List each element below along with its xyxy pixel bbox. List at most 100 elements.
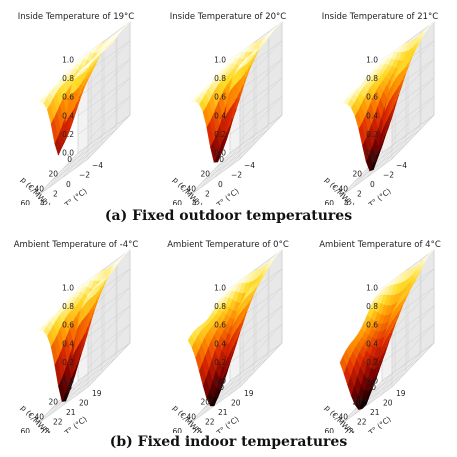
- y-axis-label: T° (°C): [366, 414, 393, 433]
- y-tick-label: 4: [344, 199, 349, 205]
- z-tick-label: 0.8: [62, 302, 74, 311]
- y-tick-label: 20: [79, 399, 89, 408]
- x-tick-label: 40: [186, 412, 196, 421]
- z-tick-label: 0.4: [214, 111, 226, 120]
- y-tick-label: 4: [40, 199, 45, 205]
- surface-patch: [187, 335, 195, 348]
- surface: [187, 249, 283, 407]
- y-gridline: [226, 259, 270, 397]
- y-gridline: [61, 269, 105, 407]
- z-tick-label: 0.0: [214, 377, 226, 386]
- surface-plot-6: Ambient Temperature of 4°C 0.0 0.2 0.4 0.6 0.…: [319, 240, 441, 433]
- z-tick-label: 0.4: [62, 339, 74, 348]
- z-tick-label: 1.0: [366, 56, 378, 65]
- y-tick-label: −4: [92, 161, 103, 170]
- x-tick-label: 20: [48, 398, 58, 407]
- surface-patch: [187, 97, 195, 105]
- y-tick-label: 19: [244, 389, 254, 398]
- z-tick-label: 0.0: [214, 149, 226, 158]
- y-tick-label: 21: [370, 408, 380, 417]
- z-tick-label: 0.0: [62, 149, 74, 158]
- x-tick-label: 60: [324, 427, 334, 433]
- y-tick-label: 4: [192, 199, 197, 205]
- z-tick-label: 0.2: [214, 130, 226, 139]
- surface-plot-2: Inside Temperature of 20°C 0.0 0.2 0.4 0.6 0.…: [170, 12, 287, 205]
- z-tick-label: 0.6: [214, 93, 226, 102]
- y-axis-label: T° (°C): [62, 414, 89, 433]
- surface-plot-1: Inside Temperature of 19°C 0.0 0.2 0.4 0.6 0.…: [18, 12, 135, 205]
- x-tick-label: 40: [34, 412, 44, 421]
- x-tick-label: 60: [172, 427, 182, 433]
- y-tick-label: 2: [205, 190, 210, 199]
- z-tick-label: 0.2: [366, 358, 378, 367]
- x-tick-label: 40: [186, 184, 196, 193]
- z-tick-label: 1.0: [214, 284, 226, 293]
- x-tick-label: 40: [338, 412, 348, 421]
- y-tick-label: 21: [66, 408, 76, 417]
- y-tick-label: 19: [92, 389, 102, 398]
- z-tick-label: 0.8: [214, 74, 226, 83]
- x-tick-label: 20: [200, 170, 210, 179]
- x-tick-label: 0: [67, 155, 72, 164]
- x-tick-label: 60: [20, 199, 30, 205]
- z-tick-label: 0.0: [366, 377, 378, 386]
- y-tick-label: 2: [357, 190, 362, 199]
- x-tick-label: 0: [219, 155, 224, 164]
- surface: [339, 249, 435, 411]
- y-tick-label: 21: [218, 408, 228, 417]
- y-tick-label: 22: [205, 418, 215, 427]
- x-tick-label: 40: [34, 184, 44, 193]
- y-axis-label: T° (°C): [62, 186, 89, 205]
- chart-title: Ambient Temperature of 4°C: [319, 240, 441, 250]
- surface: [35, 249, 131, 403]
- y-tick-label: −4: [396, 161, 407, 170]
- y-tick-label: 2: [53, 190, 58, 199]
- y-tick-label: 19: [396, 389, 406, 398]
- z-tick-label: 0.0: [62, 377, 74, 386]
- y-gridline: [226, 31, 270, 169]
- z-tick-label: 0.4: [214, 339, 226, 348]
- x-tick-label: 20: [200, 398, 210, 407]
- surface-patch: [339, 97, 347, 105]
- surface-patch: [35, 325, 43, 333]
- z-tick-label: 0.2: [366, 130, 378, 139]
- y-gridline: [61, 41, 105, 179]
- y-gridline: [74, 31, 118, 169]
- y-gridline: [365, 41, 409, 179]
- x-tick-label: 20: [48, 170, 58, 179]
- y-tick-label: 22: [357, 418, 367, 427]
- x-tick-label: 20: [352, 170, 362, 179]
- y-tick-label: −4: [244, 161, 255, 170]
- z-tick-label: 0.6: [62, 93, 74, 102]
- y-gridline: [74, 259, 118, 397]
- y-gridline: [87, 250, 131, 388]
- x-tick-label: 0: [67, 383, 72, 392]
- z-tick-label: 0.0: [366, 149, 378, 158]
- x-tick-label: 0: [219, 383, 224, 392]
- z-tick-label: 0.6: [62, 321, 74, 330]
- x-tick-label: 0: [371, 155, 376, 164]
- z-tick-label: 1.0: [366, 284, 378, 293]
- y-tick-label: −2: [231, 171, 242, 180]
- z-tick-label: 1.0: [62, 56, 74, 65]
- y-gridline: [378, 259, 422, 397]
- y-gridline: [378, 31, 422, 169]
- y-tick-label: −2: [383, 171, 394, 180]
- y-gridline: [213, 41, 257, 179]
- surface-plot-5: Ambient Temperature of 0°C 0.0 0.2 0.4 0.6 0.…: [167, 240, 289, 433]
- y-axis-label: T° (°C): [214, 186, 241, 205]
- y-gridline: [239, 22, 283, 160]
- x-tick-label: 60: [172, 199, 182, 205]
- z-tick-label: 0.8: [366, 74, 378, 83]
- z-tick-label: 1.0: [214, 56, 226, 65]
- z-tick-label: 0.6: [366, 93, 378, 102]
- z-tick-label: 0.6: [214, 321, 226, 330]
- y-tick-label: 23: [192, 427, 202, 433]
- y-axis-label: T° (°C): [366, 186, 393, 205]
- surface-plot-4: Ambient Temperature of -4°C 0.0 0.2 0.4 0.6 0…: [14, 240, 139, 433]
- y-gridline: [391, 22, 435, 160]
- z-tick-label: 0.4: [366, 111, 378, 120]
- y-tick-label: 0: [66, 180, 71, 189]
- surface-patch: [339, 355, 347, 374]
- x-tick-label: 20: [352, 398, 362, 407]
